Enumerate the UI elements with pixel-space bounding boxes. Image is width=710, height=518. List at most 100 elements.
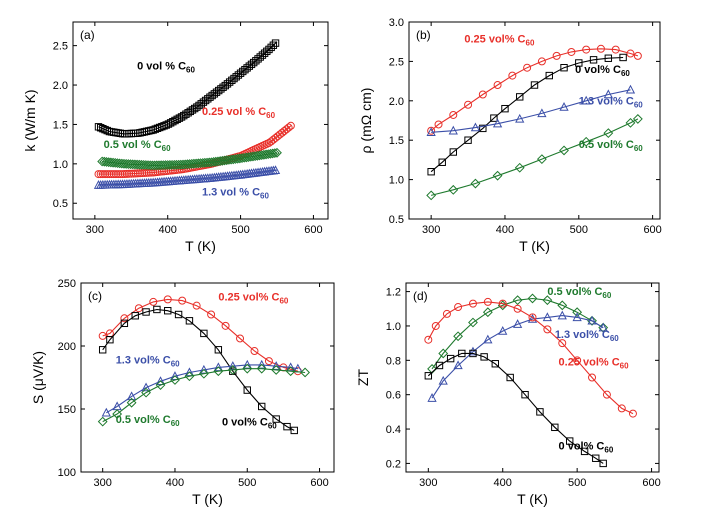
data-point (435, 361, 444, 370)
data-point (559, 145, 569, 156)
data-point (97, 156, 108, 167)
data-point (536, 408, 544, 416)
series-green: 0.5 vol% C60 (426, 114, 643, 201)
data-point (493, 81, 502, 90)
y-tick-label: 1.0 (53, 159, 68, 171)
data-point (482, 307, 493, 318)
data-point (464, 100, 473, 109)
data-point (592, 454, 600, 462)
data-point (155, 376, 166, 385)
data-point (267, 43, 275, 52)
data-point (199, 364, 209, 374)
data-point (513, 304, 522, 313)
data-point (581, 95, 591, 105)
data-point (264, 357, 273, 366)
data-point (573, 356, 582, 365)
data-point (300, 367, 310, 378)
data-point (470, 178, 481, 189)
data-point (249, 58, 258, 67)
data-point (242, 363, 253, 374)
data-point (632, 114, 643, 124)
data-point (164, 160, 175, 170)
data-point (431, 321, 440, 330)
data-point (154, 160, 164, 171)
data-point (453, 360, 463, 370)
series-label: 0 vol% C60 (222, 416, 277, 430)
data-point (147, 160, 158, 171)
data-point (198, 368, 209, 379)
data-point (207, 310, 216, 319)
series-label: 0.5 vol % C60 (104, 139, 172, 153)
data-point (603, 89, 613, 99)
data-point (163, 295, 172, 304)
data-point (424, 372, 433, 380)
plot-frame (72, 21, 329, 220)
data-point (558, 339, 567, 348)
data-point (480, 353, 488, 361)
data-point (170, 375, 180, 385)
data-point (442, 309, 451, 318)
data-point (448, 125, 458, 135)
data-point (151, 160, 162, 171)
data-point (258, 402, 266, 411)
plot-frame (80, 282, 335, 473)
data-point (528, 313, 537, 322)
series-line (430, 48, 639, 132)
data-point (108, 157, 118, 168)
y-tick-label: 0.6 (386, 390, 401, 402)
data-point (272, 147, 282, 158)
data-point (438, 375, 448, 385)
x-tick-label: 500 (570, 224, 588, 236)
data-point (536, 154, 547, 165)
data-point (603, 128, 614, 139)
y-axis-label: S (μV/K) (30, 351, 46, 404)
data-point (572, 307, 583, 318)
data-point (126, 397, 137, 408)
data-point (617, 404, 626, 413)
data-point (260, 49, 269, 57)
data-point (156, 160, 167, 171)
data-point (515, 113, 525, 123)
data-point (491, 360, 499, 368)
data-point (149, 297, 158, 306)
series-line (106, 364, 298, 414)
x-tick-label: 400 (496, 224, 514, 236)
panel-a: 300 400 500 600 0.5 1.0 1.5 2.0 2.5 T (K) k (W/m K… (22, 21, 329, 254)
data-point (527, 293, 538, 304)
x-tick-label: 600 (304, 224, 322, 236)
data-point (105, 157, 116, 168)
data-point (427, 168, 435, 176)
data-point (545, 71, 553, 80)
x-tick-label: 500 (231, 224, 249, 236)
data-point (458, 349, 466, 358)
data-point (103, 157, 114, 168)
series-red: 0.25 vol % C60 (94, 106, 295, 179)
data-point (112, 158, 123, 169)
series-line (102, 368, 306, 423)
data-point (580, 447, 589, 456)
data-point (582, 45, 591, 54)
data-point (589, 56, 598, 64)
data-point (149, 160, 160, 171)
data-point (512, 319, 523, 328)
data-point (587, 315, 597, 325)
y-axis-label: ρ (mΩ cm) (358, 88, 374, 154)
data-point (116, 158, 127, 169)
y-tick-label: 250 (58, 278, 76, 290)
series-line (431, 89, 631, 133)
data-point (427, 393, 437, 402)
series-label: 0 vol % C60 (137, 60, 195, 74)
data-point (497, 300, 508, 311)
data-point (426, 190, 437, 201)
data-point (269, 148, 280, 159)
series-black: 0 vol % C60 (94, 39, 280, 138)
data-point (581, 136, 592, 147)
data-point (449, 110, 458, 119)
series-label: 0.25 vol% C60 (218, 292, 289, 306)
data-point (114, 158, 125, 169)
panel-label: (c) (88, 289, 102, 303)
data-point (265, 45, 273, 54)
data-point (171, 159, 182, 170)
data-point (446, 354, 455, 363)
data-point (567, 47, 576, 56)
